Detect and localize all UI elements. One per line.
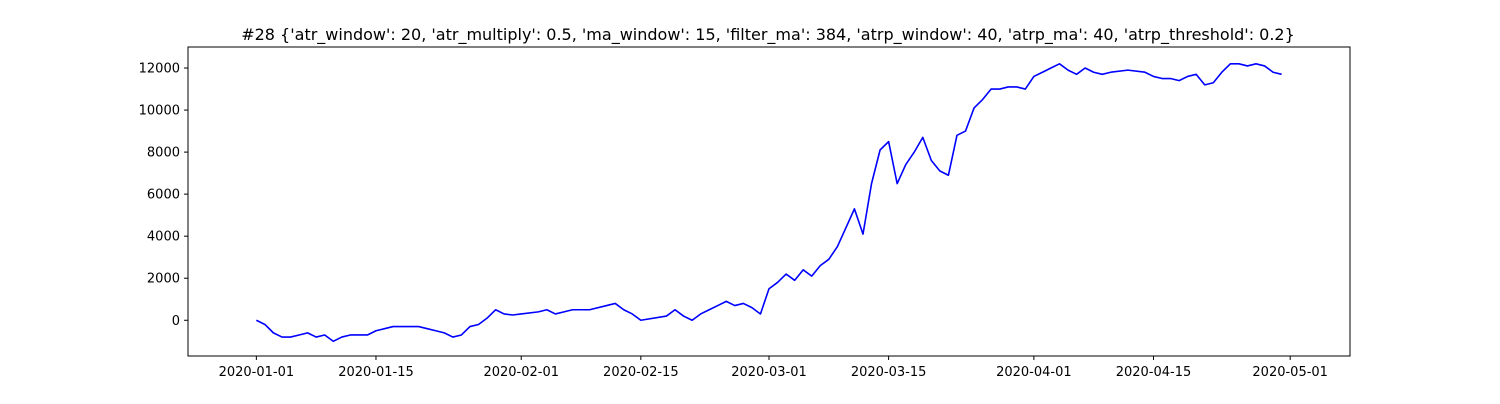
x-tick-label: 2020-02-15 — [603, 365, 679, 380]
x-tick-label: 2020-01-01 — [219, 365, 295, 380]
chart-title: #28 {'atr_window': 20, 'atr_multiply': 0… — [241, 25, 1295, 45]
x-axis: 2020-01-01 2020-01-15 2020-02-01 2020-02-15… — [219, 356, 1328, 380]
y-tick-label: 0 — [172, 314, 180, 329]
y-tick-label: 4000 — [147, 230, 180, 245]
y-axis: 0 2000 4000 6000 8000 10000 12000 — [139, 62, 188, 329]
x-tick-label: 2020-04-01 — [996, 365, 1072, 380]
x-tick-label: 2020-03-15 — [851, 365, 927, 380]
x-tick-label: 2020-01-15 — [338, 365, 414, 380]
y-tick-label: 8000 — [147, 146, 180, 161]
plot-frame — [187, 46, 1351, 357]
x-tick-label: 2020-02-01 — [483, 365, 559, 380]
plot-line-group — [255, 63, 1282, 343]
x-tick-label: 2020-05-01 — [1252, 365, 1328, 380]
x-tick-label: 2020-04-15 — [1116, 365, 1192, 380]
x-tick-label: 2020-03-01 — [731, 365, 807, 380]
y-tick-label: 6000 — [147, 188, 180, 203]
y-tick-label: 12000 — [139, 62, 180, 77]
y-tick-label: 10000 — [139, 104, 180, 119]
series-line-0 — [255, 63, 1282, 343]
y-tick-label: 2000 — [147, 272, 180, 287]
